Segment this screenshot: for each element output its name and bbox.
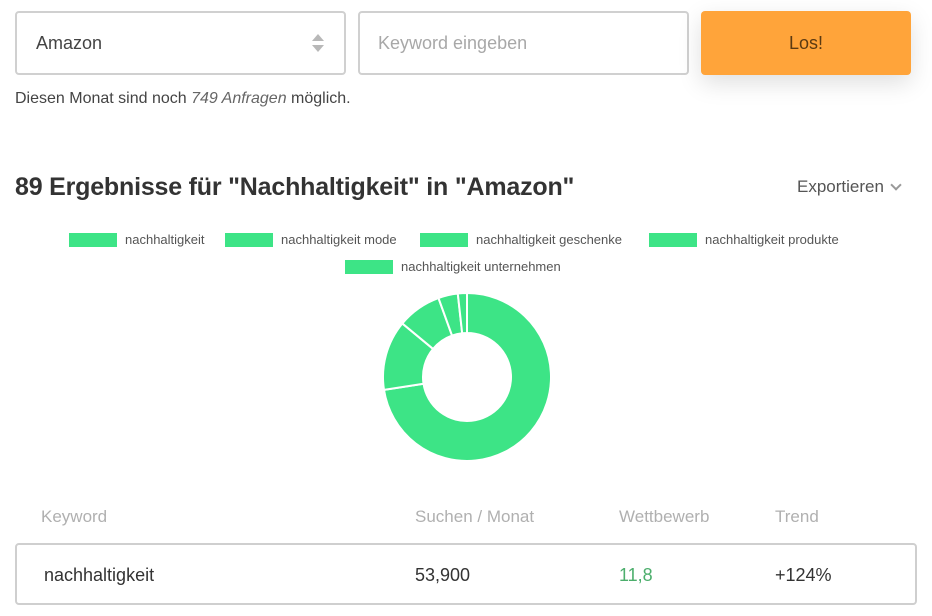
legend-swatch [69,232,117,247]
donut-slice[interactable] [456,292,468,335]
legend-swatch [345,259,393,274]
legend-label: nachhaltigkeit unternehmen [401,259,561,274]
keyword-input[interactable] [358,11,689,75]
quota-info: Diesen Monat sind noch 749 Anfragen mögl… [15,90,351,108]
cell-competition: 11,8 [619,565,653,585]
cell-keyword: nachhaltigkeit [44,565,155,585]
export-dropdown[interactable]: Exportieren [797,177,902,197]
cell-trend: +124% [775,565,832,585]
quota-prefix: Diesen Monat sind noch [15,90,187,107]
quota-suffix: möglich. [291,90,351,107]
legend-swatch [649,232,697,247]
legend-item[interactable]: nachhaltigkeit mode [225,232,397,247]
source-select-value: Amazon [36,32,103,53]
header-searches[interactable]: Suchen / Monat [415,507,535,526]
donut-slice[interactable] [382,292,552,462]
legend-label: nachhaltigkeit produkte [705,232,839,247]
cell-searches: 53,900 [415,565,471,585]
quota-count: 749 Anfragen [191,90,287,107]
legend-swatch [420,232,468,247]
export-label: Exportieren [797,177,884,196]
legend-item[interactable]: nachhaltigkeit [69,232,205,247]
legend-item[interactable]: nachhaltigkeit produkte [649,232,839,247]
header-keyword[interactable]: Keyword [41,507,108,526]
legend-item[interactable]: nachhaltigkeit geschenke [420,232,622,247]
source-select[interactable]: Amazon [15,11,346,75]
header-trend[interactable]: Trend [775,507,819,526]
legend-label: nachhaltigkeit [125,232,205,247]
legend-label: nachhaltigkeit mode [281,232,397,247]
sort-arrows-icon [312,34,324,54]
header-competition[interactable]: Wettbewerb [619,507,710,526]
table-row[interactable]: nachhaltigkeit 53,900 11,8 +124% [15,543,917,605]
legend-label: nachhaltigkeit geschenke [476,232,622,247]
submit-button[interactable]: Los! [701,11,911,75]
results-title: 89 Ergebnisse für "Nachhaltigkeit" in "A… [15,173,575,201]
donut-chart [382,292,552,462]
legend-item[interactable]: nachhaltigkeit unternehmen [345,259,561,274]
legend-swatch [225,232,273,247]
chevron-down-icon [890,179,902,191]
